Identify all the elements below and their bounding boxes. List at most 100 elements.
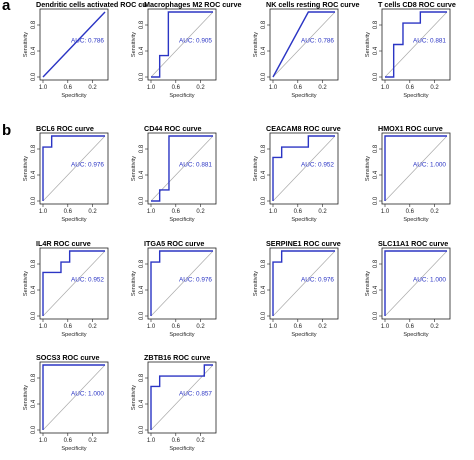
- x-tick-label: 1.0: [39, 438, 48, 444]
- roc-panel: SERPINE1 ROC curve 0.0 0.4 0.8 1.0 0.6 0.2Spec…: [253, 239, 341, 338]
- auc-annotation: AUC: 0.881: [413, 37, 446, 44]
- auc-annotation: AUC: 0.881: [179, 161, 212, 168]
- y-axis-label: Sensitivity: [23, 32, 29, 57]
- roc-curve-line: [384, 250, 447, 316]
- roc-curve-line: [42, 364, 105, 430]
- auc-annotation: AUC: 0.952: [301, 161, 334, 168]
- panel-label-b: b: [2, 122, 11, 139]
- diagonal-reference-line: [384, 11, 448, 78]
- auc-annotation: AUC: 0.976: [301, 276, 334, 283]
- x-tick-label: 0.6: [64, 324, 73, 330]
- roc-curve-line: [42, 135, 105, 201]
- diagonal-reference-line: [42, 135, 106, 202]
- x-tick-label: 1.0: [381, 324, 390, 330]
- y-axis-label: Sensitivity: [23, 271, 29, 296]
- x-tick-label: 1.0: [269, 85, 278, 91]
- y-tick-label: 0.8: [31, 20, 37, 29]
- y-tick-label: 0.4: [139, 285, 145, 294]
- auc-annotation: AUC: 0.976: [71, 161, 104, 168]
- y-tick-label: 0.0: [31, 311, 37, 320]
- x-tick-label: 0.2: [88, 438, 97, 444]
- y-tick-label: 0.0: [261, 196, 267, 205]
- x-axis-label: Specificity: [61, 332, 86, 338]
- x-tick-label: 0.6: [294, 85, 303, 91]
- x-axis-label: Specificity: [169, 217, 194, 223]
- y-tick-label: 0.4: [261, 46, 267, 55]
- diagonal-reference-line: [272, 135, 336, 202]
- diagonal-reference-line: [150, 250, 214, 317]
- panel-title: CD44 ROC curve: [144, 124, 202, 133]
- panel-title: CEACAM8 ROC curve: [266, 124, 341, 133]
- diagonal-reference-line: [384, 250, 448, 317]
- roc-panel: SLC11A1 ROC curve 0.0 0.4 0.8 1.0 0.6 0.2Speci…: [365, 239, 451, 338]
- y-tick-label: 0.0: [31, 72, 37, 81]
- x-tick-label: 0.2: [430, 324, 439, 330]
- x-tick-label: 0.6: [64, 438, 73, 444]
- y-axis-label: Sensitivity: [131, 156, 137, 181]
- y-tick-label: 0.4: [139, 399, 145, 408]
- y-tick-label: 0.8: [139, 20, 145, 29]
- roc-panel: NK cells resting ROC curve 0.0 0.4 0.8 1.0 0.…: [253, 0, 359, 99]
- panel-title: HMOX1 ROC curve: [378, 124, 443, 133]
- x-axis-label: Specificity: [169, 446, 194, 452]
- x-tick-label: 0.2: [88, 209, 97, 215]
- x-tick-label: 0.6: [172, 209, 181, 215]
- y-tick-label: 0.4: [373, 170, 379, 179]
- y-axis-label: Sensitivity: [23, 156, 29, 181]
- panel-title: T cells CD8 ROC curve: [378, 0, 456, 9]
- x-tick-label: 0.6: [406, 209, 415, 215]
- x-tick-label: 1.0: [147, 85, 156, 91]
- x-tick-label: 1.0: [39, 85, 48, 91]
- y-axis-label: Sensitivity: [23, 385, 29, 410]
- panel-title: SLC11A1 ROC curve: [378, 239, 448, 248]
- y-tick-label: 0.4: [31, 285, 37, 294]
- x-axis-label: Specificity: [291, 332, 316, 338]
- roc-panel: ITGA5 ROC curve 0.0 0.4 0.8 1.0 0.6 0.2Specifi…: [131, 239, 217, 338]
- y-axis-label: Sensitivity: [365, 156, 371, 181]
- panel-title: BCL6 ROC curve: [36, 124, 94, 133]
- roc-curve-line: [150, 364, 213, 430]
- x-tick-label: 1.0: [39, 324, 48, 330]
- y-tick-label: 0.0: [373, 311, 379, 320]
- y-tick-label: 0.4: [139, 170, 145, 179]
- roc-panel: CEACAM8 ROC curve 0.0 0.4 0.8 1.0 0.6 0.2Speci…: [253, 124, 341, 223]
- y-tick-label: 0.0: [261, 311, 267, 320]
- x-tick-label: 1.0: [147, 324, 156, 330]
- x-axis-label: Specificity: [403, 332, 428, 338]
- x-axis-label: Specificity: [61, 93, 86, 99]
- y-tick-label: 0.8: [373, 259, 379, 268]
- panel-title: Macrophages M2 ROC curve: [144, 0, 241, 9]
- auc-annotation: AUC: 0.905: [179, 37, 212, 44]
- x-axis-label: Specificity: [169, 93, 194, 99]
- diagonal-reference-line: [272, 11, 336, 78]
- plot-frame: [269, 132, 339, 205]
- roc-panel: IL4R ROC curve 0.0 0.4 0.8 1.0 0.6 0.2Specific…: [23, 239, 109, 338]
- roc-panel: Dendritic cells activated ROC cu 0.0 0.4 0.…: [23, 0, 147, 99]
- x-tick-label: 0.6: [294, 324, 303, 330]
- roc-panel: HMOX1 ROC curve 0.0 0.4 0.8 1.0 0.6 0.2Specifi…: [365, 124, 451, 223]
- x-axis-label: Specificity: [291, 93, 316, 99]
- y-axis-label: Sensitivity: [365, 32, 371, 57]
- y-tick-label: 0.4: [373, 46, 379, 55]
- roc-curve-line: [151, 135, 213, 202]
- auc-annotation: AUC: 0.952: [71, 276, 104, 283]
- x-axis-label: Specificity: [403, 93, 428, 99]
- diagonal-reference-line: [42, 250, 106, 317]
- diagonal-reference-line: [272, 250, 336, 317]
- y-tick-label: 0.4: [31, 170, 37, 179]
- x-tick-label: 0.6: [172, 85, 181, 91]
- panel-title: ZBTB16 ROC curve: [144, 353, 210, 362]
- y-tick-label: 0.0: [139, 425, 145, 434]
- x-axis-label: Specificity: [61, 446, 86, 452]
- x-axis-label: Specificity: [169, 332, 194, 338]
- roc-panel: ZBTB16 ROC curve 0.0 0.4 0.8 1.0 0.6 0.2Specif…: [131, 353, 217, 452]
- x-tick-label: 0.2: [88, 85, 97, 91]
- plot-frame: [39, 247, 109, 320]
- diagonal-reference-line: [384, 135, 448, 202]
- x-tick-label: 1.0: [147, 209, 156, 215]
- y-axis-label: Sensitivity: [131, 32, 137, 57]
- roc-curve-line: [272, 11, 335, 78]
- plot-frame: [39, 132, 109, 205]
